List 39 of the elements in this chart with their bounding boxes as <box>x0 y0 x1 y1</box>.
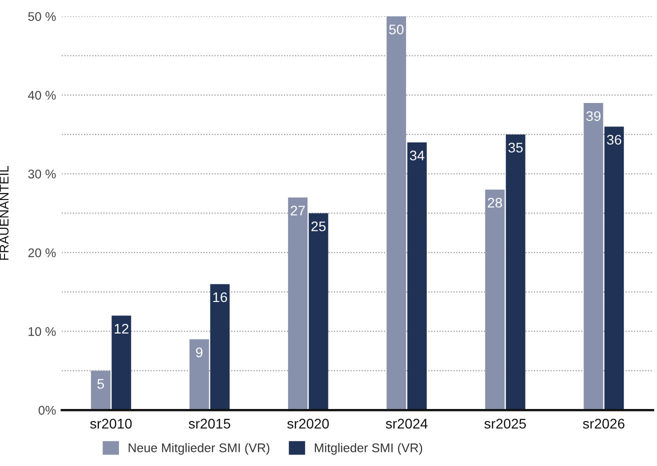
data-label: 28 <box>488 198 502 208</box>
x-tick-label: sr2025 <box>484 418 526 429</box>
bar <box>604 126 624 410</box>
x-tick-label: sr2015 <box>188 418 230 429</box>
legend-label: Neue Mitglieder SMI (VR) <box>128 443 270 455</box>
data-label: 16 <box>213 292 228 302</box>
data-label: 5 <box>97 379 104 389</box>
bar <box>407 142 427 410</box>
y-tick-label: 30 % <box>28 170 56 178</box>
bar <box>190 339 209 410</box>
bar <box>506 134 526 410</box>
data-label: 9 <box>196 347 202 358</box>
bar <box>90 370 110 410</box>
data-label: 25 <box>311 221 326 232</box>
data-label: 35 <box>508 142 523 153</box>
bar <box>584 102 604 410</box>
data-label: 34 <box>410 150 424 160</box>
y-tick-label: 50 % <box>28 12 56 21</box>
y-tick-label: 0% <box>38 406 56 415</box>
bar <box>308 213 328 410</box>
y-axis-title: FRAUENANTEIL <box>0 166 9 260</box>
data-label: 36 <box>606 134 622 145</box>
data-label: 50 <box>389 24 404 34</box>
bar <box>288 197 308 410</box>
data-label: 12 <box>114 324 128 334</box>
bar <box>112 316 132 410</box>
bar <box>485 190 505 410</box>
y-tick-label: 40 % <box>28 90 56 100</box>
data-label: 27 <box>290 206 305 216</box>
x-tick-label: sr2010 <box>90 418 132 429</box>
bar <box>210 284 230 410</box>
legend-label: Mitglieder SMI (VR) <box>314 443 422 455</box>
y-tick-label: 20 % <box>28 248 56 258</box>
x-tick-label: sr2020 <box>287 418 329 429</box>
x-tick-label: sr2026 <box>582 418 624 429</box>
y-tick-label: 10 % <box>28 327 56 336</box>
data-label: 39 <box>586 111 600 122</box>
bar <box>386 16 406 410</box>
x-tick-label: sr2024 <box>386 418 428 429</box>
